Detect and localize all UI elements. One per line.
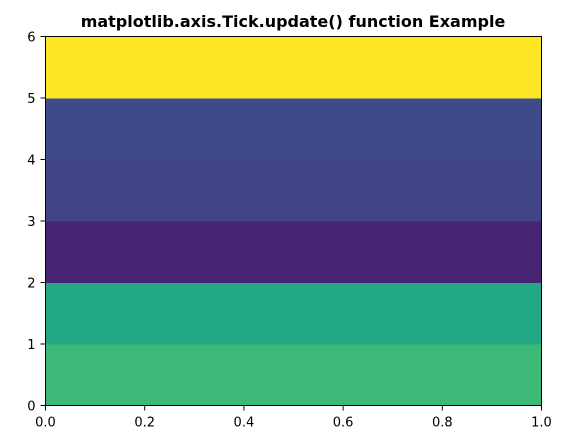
y-tick-label-5: 5 — [27, 92, 35, 107]
x-tick-label-3: 0.6 — [333, 416, 354, 431]
x-tick-label-1: 0.2 — [134, 416, 155, 431]
heatmap-band-0 — [45, 344, 542, 406]
x-axis: 0.0 0.2 0.4 0.6 0.8 1.0 — [35, 405, 552, 431]
x-tick-label-2: 0.4 — [234, 416, 255, 431]
y-tick-label-2: 2 — [27, 277, 35, 292]
heatmap-band-3 — [45, 159, 542, 222]
heatmap-band-5 — [45, 36, 542, 99]
y-axis: 0 1 2 3 4 5 6 — [27, 31, 46, 415]
x-tick-label-4: 0.8 — [432, 416, 453, 431]
plot-area — [45, 36, 542, 406]
chart-title: matplotlib.axis.Tick.update() function E… — [81, 12, 506, 31]
x-tick-label-5: 1.0 — [531, 416, 552, 431]
axes-frame — [45, 36, 542, 406]
heatmap-band-2 — [45, 221, 542, 283]
y-tick-label-6: 6 — [27, 31, 35, 46]
heatmap-band-4 — [45, 98, 542, 160]
y-tick-label-3: 3 — [27, 215, 35, 230]
y-tick-label-4: 4 — [27, 154, 35, 169]
y-tick-label-1: 1 — [27, 338, 35, 353]
heatmap-band-1 — [45, 282, 542, 345]
y-tick-label-0: 0 — [27, 400, 35, 415]
x-tick-label-0: 0.0 — [35, 416, 56, 431]
